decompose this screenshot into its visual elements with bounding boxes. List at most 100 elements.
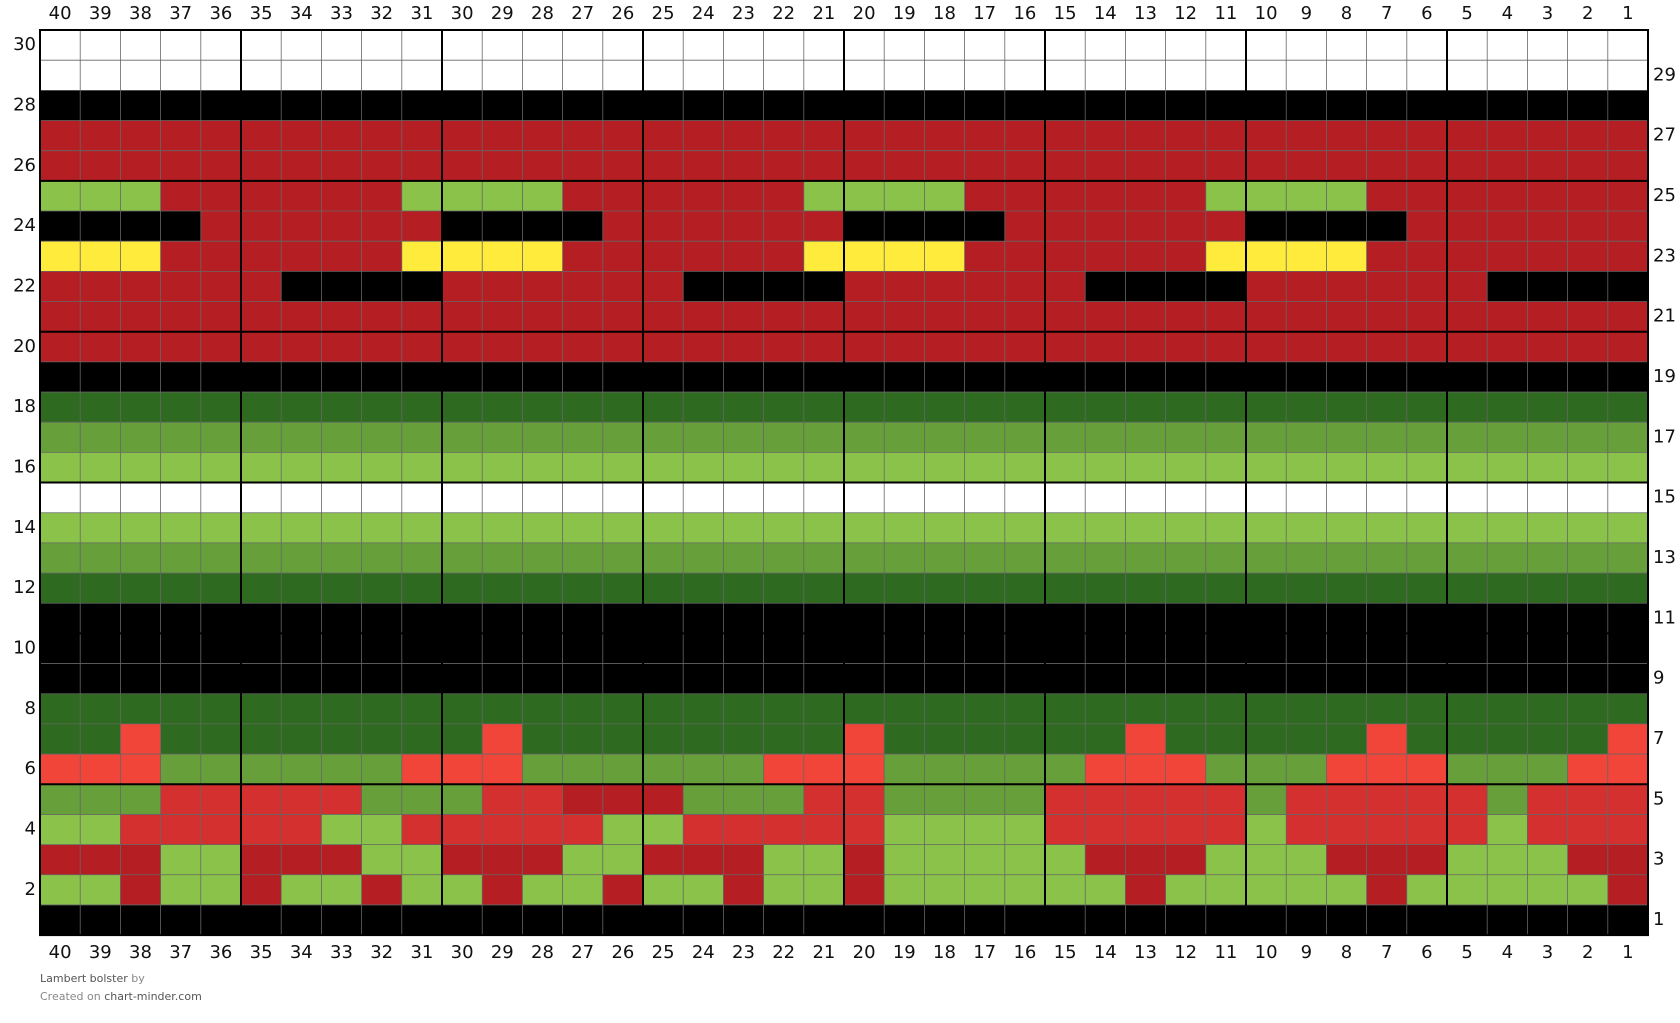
stitch — [40, 301, 81, 332]
stitch — [1567, 211, 1609, 242]
stitch — [321, 211, 362, 242]
stitch — [643, 754, 684, 785]
stitch — [1487, 723, 1528, 755]
stitch — [643, 482, 684, 514]
stitch — [884, 180, 925, 212]
stitch — [281, 180, 322, 212]
stitch — [321, 271, 362, 302]
stitch — [522, 452, 563, 483]
stitch — [1205, 30, 1247, 61]
stitch — [1447, 392, 1488, 423]
stitch — [1085, 723, 1126, 755]
column-label: 35 — [250, 3, 273, 24]
footer-site[interactable]: chart-minder.com — [104, 990, 202, 1003]
stitch — [683, 422, 724, 453]
stitch — [683, 241, 724, 272]
stitch — [844, 120, 885, 151]
stitch — [803, 904, 845, 936]
stitch — [361, 361, 403, 393]
stitch — [763, 814, 805, 845]
stitch — [1607, 542, 1649, 574]
stitch — [241, 241, 282, 272]
stitch — [763, 844, 805, 876]
stitch — [924, 542, 965, 574]
stitch — [200, 904, 242, 936]
stitch — [1085, 603, 1126, 634]
stitch — [401, 904, 443, 936]
stitch — [1527, 844, 1568, 876]
stitch — [683, 482, 724, 514]
stitch — [1045, 693, 1086, 725]
stitch — [281, 874, 322, 906]
stitch — [562, 663, 604, 695]
stitch — [361, 904, 403, 936]
column-label: 2 — [1582, 3, 1593, 24]
stitch — [884, 211, 925, 242]
stitch — [442, 392, 483, 423]
row-label: 11 — [1653, 607, 1676, 628]
stitch — [482, 90, 523, 121]
stitch — [281, 301, 322, 332]
stitch — [1286, 784, 1327, 815]
stitch — [1286, 241, 1327, 272]
stitch — [562, 90, 604, 121]
stitch — [723, 452, 764, 483]
stitch — [80, 422, 121, 453]
stitch — [401, 452, 443, 483]
stitch — [1607, 422, 1649, 453]
stitch — [1607, 874, 1649, 906]
stitch — [442, 904, 483, 936]
stitch — [1607, 573, 1649, 604]
stitch — [1246, 723, 1287, 755]
stitch — [241, 482, 282, 514]
stitch — [602, 784, 644, 815]
stitch — [1205, 90, 1247, 121]
stitch — [321, 723, 362, 755]
stitch — [1205, 271, 1247, 302]
stitch — [1246, 633, 1287, 664]
stitch — [1165, 633, 1207, 664]
stitch — [200, 60, 242, 91]
stitch — [40, 150, 81, 182]
stitch — [1125, 452, 1166, 483]
stitch — [361, 211, 403, 242]
stitch — [643, 784, 684, 815]
stitch — [723, 271, 764, 302]
stitch — [401, 361, 443, 393]
stitch — [200, 211, 242, 242]
stitch — [361, 452, 403, 483]
stitch — [241, 60, 282, 91]
stitch — [1004, 754, 1046, 785]
stitch — [1607, 331, 1649, 363]
stitch — [1366, 874, 1408, 906]
stitch — [1527, 633, 1568, 664]
stitch — [160, 30, 202, 61]
stitch — [160, 60, 202, 91]
stitch — [1527, 512, 1568, 544]
stitch — [1527, 904, 1568, 936]
stitch — [1447, 30, 1488, 61]
stitch — [1165, 573, 1207, 604]
stitch — [1447, 60, 1488, 91]
stitch — [40, 723, 81, 755]
stitch — [1487, 512, 1528, 544]
stitch — [683, 150, 724, 182]
stitch — [1085, 512, 1126, 544]
stitch — [281, 241, 322, 272]
stitch — [1366, 904, 1408, 936]
stitch — [803, 603, 845, 634]
stitch — [1246, 573, 1287, 604]
stitch — [1004, 331, 1046, 363]
column-label: 3 — [1542, 3, 1553, 24]
stitch — [562, 301, 604, 332]
stitch — [1366, 693, 1408, 725]
stitch — [1406, 361, 1448, 393]
stitch — [964, 271, 1006, 302]
stitch — [1487, 331, 1528, 363]
stitch — [1045, 331, 1086, 363]
stitch — [1205, 814, 1247, 845]
stitch — [924, 180, 965, 212]
stitch — [1366, 452, 1408, 483]
stitch — [522, 603, 563, 634]
stitch — [241, 180, 282, 212]
